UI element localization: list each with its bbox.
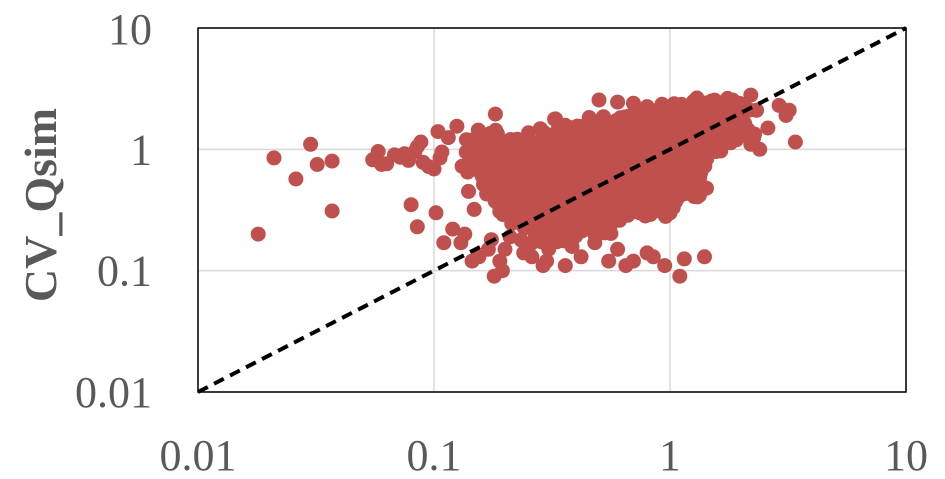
data-points [250,87,803,284]
data-point-4100 [622,200,637,216]
data-point-4042 [590,188,606,204]
data-point-3964 [587,151,603,167]
data-point-2593 [589,203,605,219]
data-point-3852 [596,136,611,152]
data-point-4484 [479,186,495,202]
data-point-2569 [547,111,563,127]
data-point-4166 [596,161,612,177]
data-point-2562 [567,215,583,231]
data-point-4184 [651,181,667,197]
data-point-2050 [581,110,597,125]
data-point-2597 [566,156,581,172]
data-point-4549 [529,167,545,183]
data-point-4099 [590,123,606,139]
data-point-4547 [513,191,529,207]
data-point-2173 [541,241,557,257]
data-point-4153 [617,166,633,182]
data-point-2501 [570,127,586,143]
data-point-4194 [638,181,654,197]
data-point-4173 [615,150,631,165]
data-point-2587 [552,225,568,241]
data-point-2533 [554,148,570,164]
data-point-4047 [620,114,636,130]
data-point-4492 [544,157,560,173]
data-point-4198 [656,164,672,180]
data-point-1971 [598,220,614,236]
data-point-3905 [583,163,599,179]
data-point-4189 [633,162,649,178]
data-point-4535 [504,212,520,228]
data-point-4510 [521,125,537,141]
data-point-4199 [626,185,642,201]
